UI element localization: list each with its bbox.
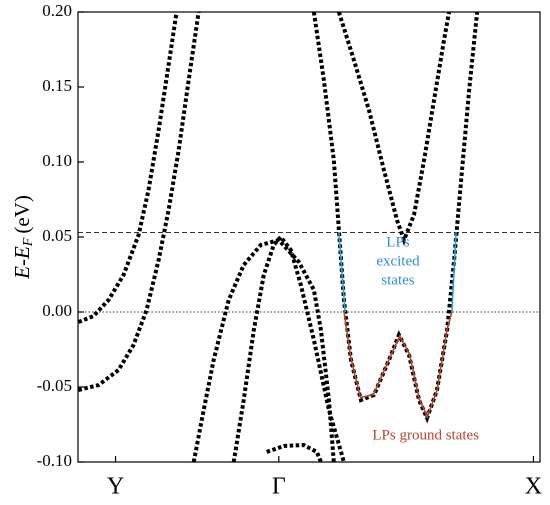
y-tick-label: 0.10 <box>42 151 72 170</box>
y-tick-label: 0.20 <box>42 1 72 20</box>
band <box>451 232 457 313</box>
band <box>311 11 480 424</box>
y-label-main: E-E <box>10 246 34 280</box>
y-tick-label: -0.10 <box>37 451 72 470</box>
band <box>336 11 452 246</box>
y-tick-label: -0.05 <box>37 376 72 395</box>
band <box>338 232 346 313</box>
annotation-line: LPs <box>386 235 410 251</box>
y-tick-label: 0.00 <box>42 301 72 320</box>
y-axis-label: E-EF (eV) <box>10 195 36 280</box>
annotation-line: LPs ground states <box>372 428 479 444</box>
band <box>266 443 323 463</box>
band <box>78 11 201 392</box>
y-label-unit: (eV) <box>10 195 34 233</box>
y-label-sub: F <box>21 237 36 247</box>
annotation-line: excited <box>376 254 420 270</box>
x-tick-label: X <box>525 474 542 500</box>
annotation-line: states <box>381 273 414 289</box>
annotation: LPs excited states <box>376 235 420 289</box>
y-tick-label: 0.15 <box>42 76 72 95</box>
annotation: LPs ground states <box>372 428 479 444</box>
y-tick-label: 0.05 <box>42 226 72 245</box>
band <box>231 233 346 463</box>
x-tick-label: Y <box>107 474 124 500</box>
x-tick-label: Γ <box>272 474 286 500</box>
band <box>343 311 453 420</box>
band <box>77 11 179 324</box>
band <box>191 237 336 463</box>
